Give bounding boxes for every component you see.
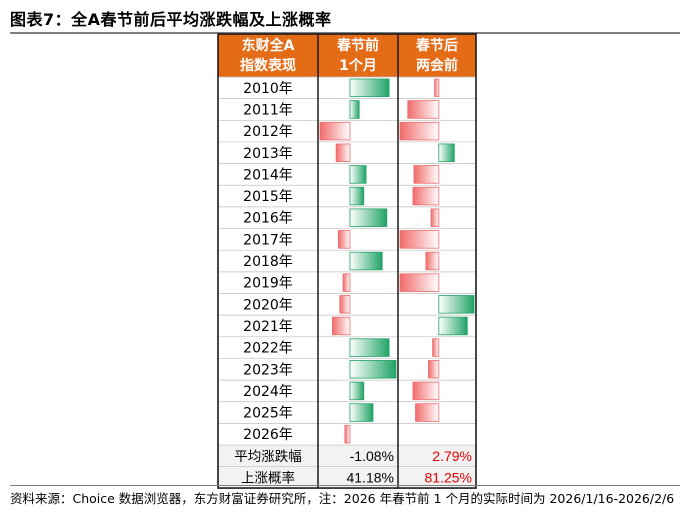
bar-series2-2013年 — [438, 143, 455, 162]
chart-title: 图表7：全A春节前后平均涨跌幅及上涨概率 — [10, 10, 332, 29]
row-label-2012年: 2012年 — [243, 124, 293, 140]
summary-value-1-1: -1.08% — [350, 448, 394, 464]
summary-value-1-2: 2.79% — [432, 448, 472, 464]
source-note: 资料来源：Choice 数据浏览器，东方财富证券研究所，注：2026 年春节前 … — [10, 491, 675, 506]
row-label-2022年: 2022年 — [243, 341, 293, 357]
header-col3-line-1: 春节后 — [415, 37, 458, 54]
row-label-2019年: 2019年 — [243, 276, 293, 292]
row-label-2015年: 2015年 — [243, 189, 293, 205]
bar-series1-2025年 — [349, 403, 374, 422]
header-bg — [218, 34, 476, 77]
summary-label-2: 上涨概率 — [241, 469, 295, 486]
table-border — [217, 33, 477, 489]
bar-series2-2011年 — [407, 100, 440, 119]
bar-series1-2018年 — [349, 251, 383, 271]
bar-series2-2016年 — [430, 208, 440, 227]
summary-value-2-2: 81.25% — [425, 469, 472, 485]
bar-series1-2011年 — [349, 100, 360, 119]
bar-series1-2022年 — [349, 338, 390, 357]
bar-series1-2019年 — [342, 273, 351, 292]
bar-series1-2015年 — [349, 186, 365, 206]
title-divider — [10, 32, 680, 34]
row-label-2020年: 2020年 — [243, 297, 293, 313]
row-label-2025年: 2025年 — [243, 406, 293, 422]
bar-series2-2024年 — [412, 381, 440, 401]
header-col1-line-1: 东财全A — [242, 37, 295, 54]
bar-series1-2021年 — [332, 316, 351, 336]
bar-series2-2018年 — [425, 251, 440, 271]
summary-value-2-1: 41.18% — [347, 469, 394, 485]
row-label-2010年: 2010年 — [243, 81, 293, 97]
summary-label-1: 平均涨跌幅 — [234, 449, 302, 465]
bar-series1-2017年 — [338, 230, 351, 249]
row-label-2024年: 2024年 — [243, 384, 293, 400]
bar-series2-2023年 — [428, 360, 440, 379]
footer-divider — [10, 485, 680, 486]
bar-series2-2014年 — [413, 165, 440, 184]
header-col3-line-2: 两会前 — [416, 57, 458, 74]
header-col2-line-2: 1个月 — [339, 57, 377, 74]
bar-series2-2022年 — [432, 338, 440, 357]
bar-series2-2010年 — [434, 78, 440, 98]
bar-series2-2025年 — [415, 403, 440, 422]
row-label-2017年: 2017年 — [243, 232, 293, 248]
bar-series2-2021年 — [438, 316, 468, 336]
bar-series1-2013年 — [335, 143, 351, 162]
bar-series1-2026年 — [344, 424, 351, 444]
bar-series1-2023年 — [349, 360, 397, 379]
bar-series1-2014年 — [349, 165, 367, 184]
bar-series2-2015年 — [412, 186, 440, 206]
row-label-2018年: 2018年 — [243, 254, 293, 270]
bar-series1-2010年 — [349, 78, 390, 98]
bar-series1-2024年 — [349, 381, 365, 401]
row-label-2023年: 2023年 — [243, 362, 293, 378]
row-label-2011年: 2011年 — [243, 102, 293, 118]
row-label-2021年: 2021年 — [243, 319, 293, 335]
bar-series2-2019年 — [399, 273, 440, 292]
row-label-2013年: 2013年 — [243, 146, 293, 162]
header-col1-line-2: 指数表现 — [240, 57, 296, 74]
bar-series1-2012年 — [319, 121, 351, 141]
bar-series1-2016年 — [349, 208, 388, 227]
row-label-2026年: 2026年 — [243, 427, 293, 443]
header-col2-line-1: 春节前 — [336, 37, 379, 54]
bar-series1-2020年 — [339, 295, 351, 314]
bar-series2-2012年 — [399, 121, 440, 141]
row-label-2016年: 2016年 — [243, 211, 293, 227]
row-label-2014年: 2014年 — [243, 167, 293, 183]
bar-series2-2020年 — [438, 295, 475, 314]
bar-series2-2017年 — [399, 230, 440, 249]
